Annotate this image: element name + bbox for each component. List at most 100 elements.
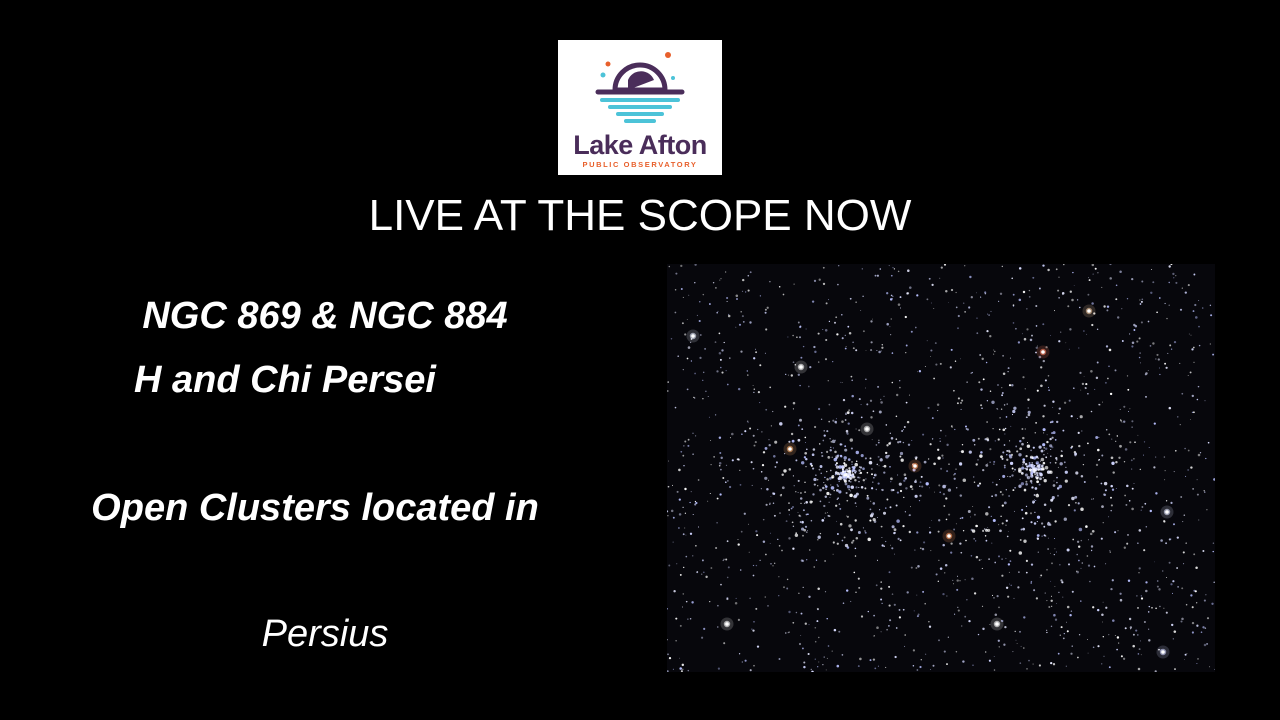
star bbox=[728, 313, 730, 315]
star bbox=[843, 466, 845, 469]
star bbox=[799, 365, 803, 369]
star bbox=[986, 421, 988, 423]
star bbox=[870, 416, 873, 419]
star bbox=[684, 333, 687, 336]
star bbox=[888, 625, 890, 627]
star bbox=[694, 282, 696, 284]
star bbox=[1013, 597, 1015, 599]
star bbox=[1130, 459, 1133, 462]
star bbox=[960, 401, 962, 404]
star bbox=[792, 408, 794, 410]
star bbox=[1042, 428, 1046, 432]
star bbox=[926, 340, 928, 342]
star bbox=[979, 454, 983, 458]
star bbox=[1070, 610, 1073, 612]
star bbox=[824, 591, 827, 593]
star bbox=[983, 528, 986, 530]
star bbox=[825, 302, 828, 305]
star bbox=[1120, 655, 1123, 658]
star bbox=[798, 336, 802, 339]
star bbox=[1087, 393, 1089, 395]
star bbox=[828, 501, 830, 503]
star bbox=[977, 484, 980, 487]
star bbox=[720, 583, 722, 586]
star bbox=[957, 606, 959, 608]
star bbox=[992, 427, 994, 430]
star bbox=[740, 350, 743, 353]
star bbox=[797, 373, 800, 376]
star bbox=[826, 450, 829, 453]
star bbox=[1060, 331, 1062, 333]
star bbox=[762, 540, 766, 544]
star bbox=[755, 564, 758, 567]
star bbox=[764, 446, 768, 450]
star bbox=[749, 669, 752, 672]
star bbox=[719, 358, 722, 361]
star bbox=[915, 456, 918, 459]
star bbox=[1042, 264, 1045, 267]
star bbox=[940, 266, 943, 269]
star bbox=[1001, 558, 1003, 560]
star bbox=[934, 342, 937, 345]
star bbox=[1052, 431, 1056, 435]
star bbox=[928, 277, 931, 280]
star bbox=[1098, 459, 1100, 461]
star bbox=[1063, 461, 1066, 464]
star bbox=[1013, 471, 1015, 472]
star bbox=[1132, 644, 1135, 648]
star bbox=[1158, 297, 1161, 299]
star bbox=[792, 475, 794, 477]
star bbox=[741, 433, 743, 435]
star bbox=[1085, 383, 1088, 386]
star bbox=[1052, 484, 1056, 487]
star bbox=[860, 404, 862, 406]
star bbox=[978, 482, 982, 485]
star bbox=[1024, 462, 1028, 466]
star bbox=[903, 473, 907, 476]
star bbox=[1071, 298, 1074, 302]
star bbox=[1042, 443, 1046, 447]
star bbox=[839, 522, 843, 526]
star bbox=[890, 481, 892, 483]
star bbox=[813, 566, 815, 568]
star bbox=[1027, 410, 1031, 415]
star bbox=[1184, 653, 1187, 656]
star bbox=[759, 559, 761, 561]
star bbox=[1013, 510, 1015, 512]
star bbox=[740, 311, 742, 313]
star bbox=[804, 622, 807, 625]
star bbox=[885, 424, 888, 426]
star bbox=[1137, 542, 1139, 544]
star bbox=[916, 294, 919, 297]
star bbox=[766, 306, 769, 309]
star bbox=[981, 407, 983, 410]
star bbox=[679, 624, 682, 627]
star bbox=[693, 396, 695, 399]
star bbox=[1057, 466, 1059, 468]
star bbox=[805, 513, 808, 516]
star bbox=[1070, 652, 1073, 655]
star bbox=[813, 483, 816, 486]
star bbox=[931, 283, 934, 287]
star bbox=[802, 345, 805, 348]
star bbox=[1054, 461, 1057, 464]
star bbox=[699, 301, 701, 303]
star bbox=[833, 489, 836, 492]
star bbox=[747, 422, 749, 424]
star bbox=[807, 530, 808, 532]
star bbox=[1040, 574, 1043, 577]
star bbox=[904, 634, 907, 636]
star bbox=[956, 402, 959, 405]
star bbox=[851, 469, 855, 472]
star bbox=[1191, 621, 1195, 625]
star bbox=[919, 665, 922, 669]
star bbox=[1197, 385, 1200, 388]
star bbox=[808, 624, 810, 626]
star bbox=[937, 456, 941, 460]
star bbox=[867, 610, 869, 613]
star bbox=[1133, 483, 1135, 484]
star bbox=[1028, 659, 1030, 662]
star bbox=[1078, 634, 1081, 636]
star bbox=[1005, 586, 1009, 589]
star bbox=[910, 506, 911, 508]
